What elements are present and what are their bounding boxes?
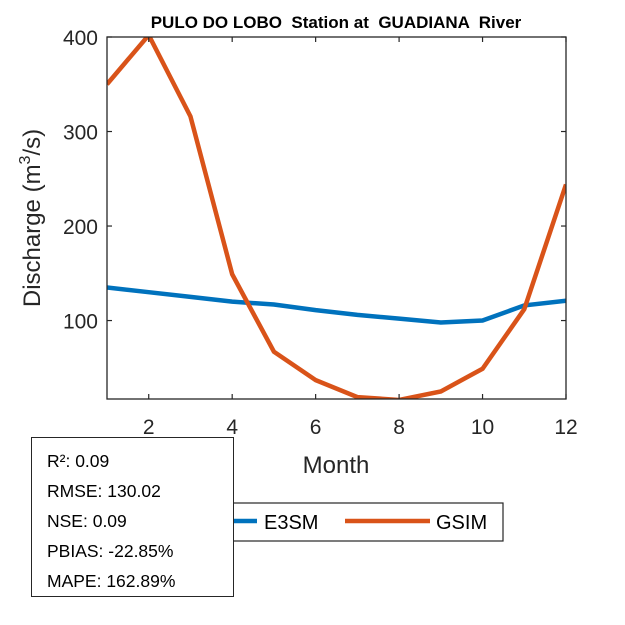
metric-mape: MAPE: 162.89% bbox=[47, 571, 176, 591]
y-tick-label: 200 bbox=[63, 216, 98, 239]
metric-pbias: PBIAS: -22.85% bbox=[47, 541, 174, 561]
y-axis-label-superscript: 3 bbox=[17, 155, 34, 164]
x-axis: 2 4 6 8 10 12 bbox=[143, 37, 578, 439]
series-line-gsim bbox=[107, 37, 566, 399]
y-axis-label-suffix: /s) bbox=[19, 129, 46, 156]
x-tick-label: 12 bbox=[554, 416, 577, 439]
x-tick-label: 4 bbox=[226, 416, 238, 439]
chart-title: PULO DO LOBO Station at GUADIANA River bbox=[151, 13, 522, 32]
x-tick-label: 2 bbox=[143, 416, 155, 439]
y-tick-label: 100 bbox=[63, 311, 98, 334]
x-tick-label: 10 bbox=[471, 416, 494, 439]
y-axis-label-prefix: Discharge (m bbox=[19, 164, 46, 307]
y-axis-label: Discharge (m3/s) bbox=[17, 129, 46, 307]
legend-label-e3sm: E3SM bbox=[264, 512, 318, 534]
metric-rmse: RMSE: 130.02 bbox=[47, 481, 161, 501]
y-axis: 100 200 300 400 bbox=[63, 27, 566, 334]
y-tick-label: 400 bbox=[63, 27, 98, 50]
x-axis-label: Month bbox=[303, 452, 370, 479]
plot-area-frame bbox=[106, 36, 567, 400]
metrics-annotation-box: R²: 0.09 RMSE: 130.02 NSE: 0.09 PBIAS: -… bbox=[31, 437, 234, 597]
series-line-e3sm bbox=[107, 285, 566, 325]
y-tick-label: 300 bbox=[63, 122, 98, 145]
legend-label-gsim: GSIM bbox=[436, 512, 487, 534]
metric-nse: NSE: 0.09 bbox=[47, 511, 127, 531]
series-layer bbox=[107, 37, 566, 399]
metric-r2: R²: 0.09 bbox=[47, 451, 110, 471]
x-tick-label: 6 bbox=[310, 416, 322, 439]
x-tick-label: 8 bbox=[393, 416, 405, 439]
